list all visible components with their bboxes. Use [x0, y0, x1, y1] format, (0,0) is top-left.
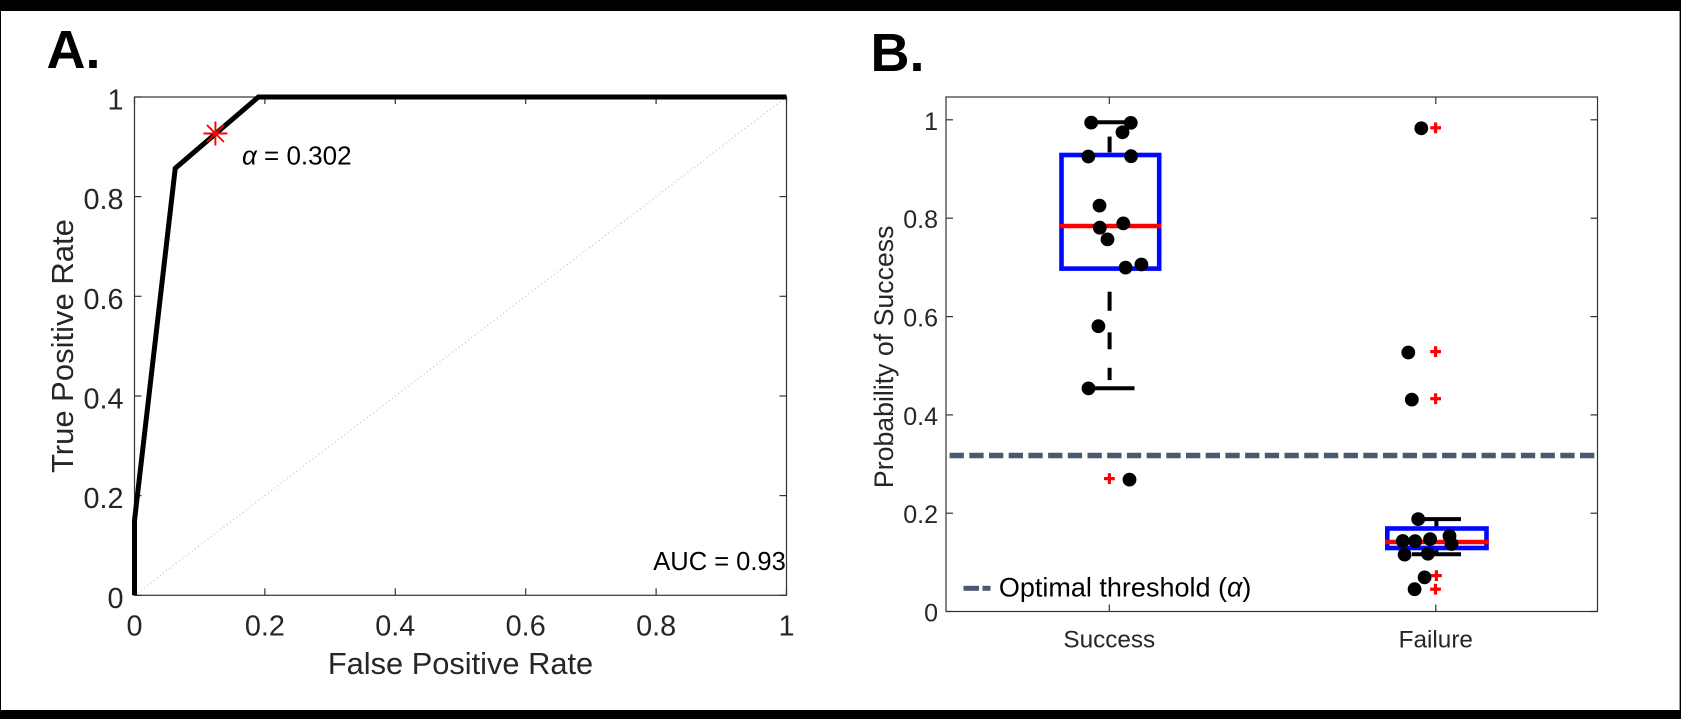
svg-text:0.2: 0.2 [903, 501, 938, 529]
svg-text:0.2: 0.2 [83, 483, 123, 515]
svg-text:0.6: 0.6 [903, 305, 938, 333]
svg-text:0.4: 0.4 [83, 384, 123, 416]
svg-text:Optimal threshold (α): Optimal threshold (α) [999, 573, 1252, 603]
svg-text:0.4: 0.4 [375, 611, 415, 643]
svg-text:False Positive Rate: False Positive Rate [328, 646, 593, 681]
svg-text:α = 0.302: α = 0.302 [242, 141, 352, 171]
svg-text:1: 1 [107, 85, 123, 117]
svg-text:0: 0 [126, 611, 142, 643]
svg-text:0.4: 0.4 [903, 403, 938, 431]
svg-text:0.8: 0.8 [903, 206, 938, 234]
svg-text:0: 0 [924, 600, 938, 628]
svg-text:0.8: 0.8 [636, 611, 676, 643]
svg-text:AUC = 0.93: AUC = 0.93 [653, 548, 786, 576]
svg-text:Success: Success [1063, 626, 1155, 653]
svg-text:0.6: 0.6 [83, 284, 123, 316]
svg-text:1: 1 [778, 611, 794, 643]
svg-text:B.: B. [871, 23, 925, 83]
svg-text:0.2: 0.2 [245, 611, 285, 643]
svg-text:0.6: 0.6 [506, 611, 546, 643]
svg-text:0.8: 0.8 [83, 184, 123, 216]
svg-text:0: 0 [107, 583, 123, 615]
svg-text:1: 1 [924, 108, 938, 136]
svg-text:Probability of Success: Probability of Success [869, 226, 899, 489]
svg-text:A.: A. [47, 20, 101, 80]
svg-text:True Positive Rate: True Positive Rate [45, 219, 80, 473]
svg-text:Failure: Failure [1399, 626, 1473, 653]
